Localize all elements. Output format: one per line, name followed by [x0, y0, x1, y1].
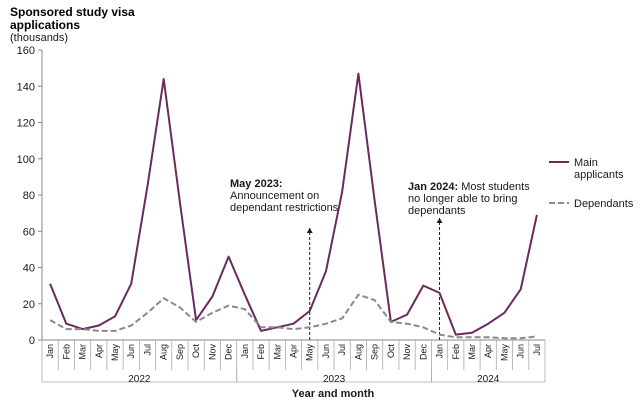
- annotation-arrowhead: [436, 218, 443, 223]
- x-tick-label: Jun: [321, 344, 331, 359]
- legend-label: Dependants: [574, 198, 634, 210]
- x-tick-label: May: [305, 344, 315, 362]
- year-label: 2022: [128, 374, 151, 385]
- y-tick-label: 40: [23, 263, 35, 275]
- x-tick-label: Feb: [451, 344, 461, 360]
- x-tick-label: Jun: [126, 344, 136, 359]
- y-tick-label: 140: [17, 81, 35, 93]
- y-tick-label: 80: [23, 190, 35, 202]
- x-tick-label: Oct: [191, 344, 201, 359]
- legend-label: Main: [574, 157, 598, 169]
- annotation-line3: dependants: [408, 205, 466, 217]
- x-tick-label: Apr: [483, 344, 493, 358]
- y-axis-label-line1: Sponsored study visa: [10, 5, 135, 19]
- x-tick-label: Aug: [353, 344, 363, 360]
- x-tick-label: Aug: [159, 344, 169, 360]
- x-tick-label: Mar: [78, 344, 88, 360]
- x-tick-label: Jul: [142, 344, 152, 356]
- year-label: 2024: [477, 374, 500, 385]
- y-axis-label-line2: applications: [10, 18, 80, 32]
- y-tick-label: 120: [17, 118, 35, 130]
- main-applicants-line: [49, 72, 538, 336]
- y-tick-label: 0: [29, 335, 35, 347]
- x-tick-label: Jun: [516, 344, 526, 359]
- x-tick-label: Apr: [94, 344, 104, 358]
- x-tick-label: Sep: [370, 344, 380, 360]
- x-tick-label: May: [499, 344, 509, 362]
- x-tick-label: Nov: [207, 344, 217, 361]
- x-axis-title: Year and month: [292, 388, 375, 400]
- x-tick-label: Dec: [224, 344, 234, 361]
- annotation-title: Jan 2024: Most students: [408, 181, 530, 193]
- annotation-arrowhead: [306, 228, 313, 233]
- x-tick-label: Apr: [289, 344, 299, 358]
- legend-label-line2: applicants: [574, 169, 624, 181]
- x-tick-label: Mar: [467, 344, 477, 360]
- x-tick-label: Jan: [240, 344, 250, 359]
- x-tick-label: Mar: [272, 344, 282, 360]
- x-tick-label: Nov: [402, 344, 412, 361]
- x-tick-label: Feb: [61, 344, 71, 360]
- y-tick-label: 20: [23, 299, 35, 311]
- x-tick-label: Sep: [175, 344, 185, 360]
- annotation-line2: no longer able to bring: [408, 193, 517, 205]
- y-axis: 0 20 40 60 80 100 120 140 160: [17, 45, 43, 347]
- x-tick-label: May: [110, 344, 120, 362]
- y-axis-unit: (thousands): [10, 32, 68, 44]
- x-axis: Jan Feb Mar Apr May Jun Jul Aug Sep Oct Nov Dec Jan F…: [41, 339, 546, 385]
- annotation-line3: dependant restrictions: [230, 202, 339, 214]
- annotation-line2: Announcement on: [230, 190, 319, 202]
- x-tick-label: Feb: [256, 344, 266, 360]
- annotation-title: May 2023:: [230, 178, 283, 190]
- y-tick-label: 60: [23, 226, 35, 238]
- y-tick-label: 100: [17, 154, 35, 166]
- x-tick-label: Jan: [435, 344, 445, 359]
- y-tick-label: 160: [17, 45, 35, 57]
- x-tick-label: Dec: [418, 344, 428, 361]
- x-tick-label: Jan: [45, 344, 55, 359]
- x-tick-label: Jul: [337, 344, 347, 356]
- dependants-line: [49, 293, 538, 340]
- x-tick-label: Jul: [532, 344, 542, 356]
- year-label: 2023: [323, 374, 346, 385]
- x-tick-label: Oct: [386, 344, 396, 359]
- series: [49, 72, 538, 340]
